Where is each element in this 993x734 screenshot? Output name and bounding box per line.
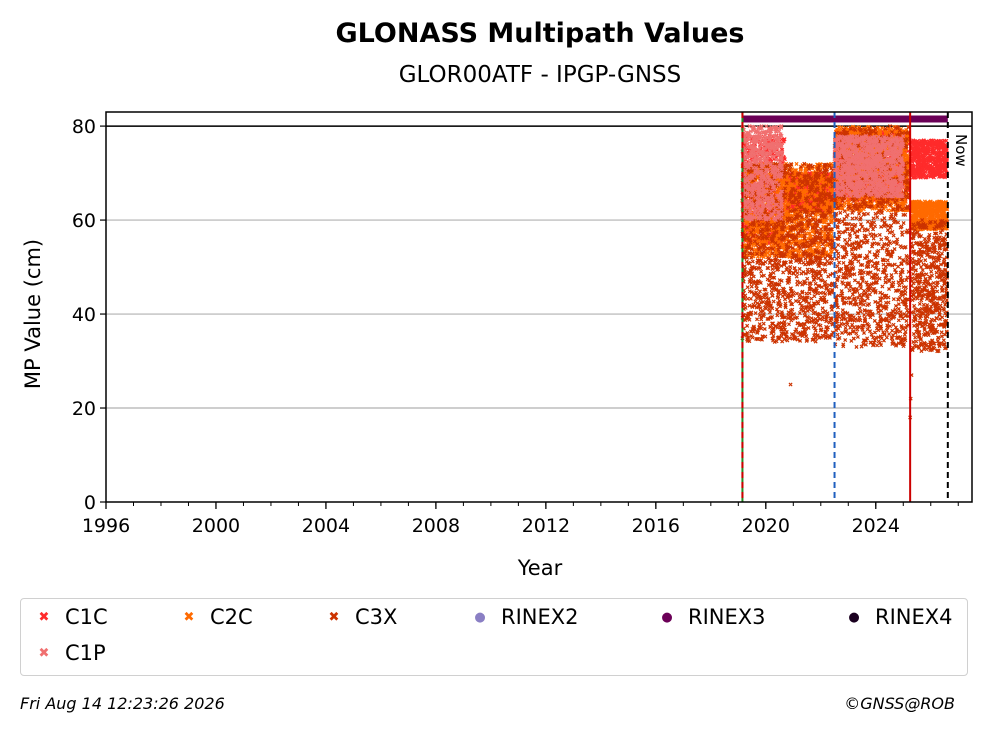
data-point [781,139,786,144]
chart-title: GLONASS Multipath Values [335,18,744,49]
data-point [794,161,799,166]
multipath-chart: GLONASS Multipath Values GLOR00ATF - IPG… [21,18,973,580]
chart-subtitle: GLOR00ATF - IPGP-GNSS [399,62,682,88]
